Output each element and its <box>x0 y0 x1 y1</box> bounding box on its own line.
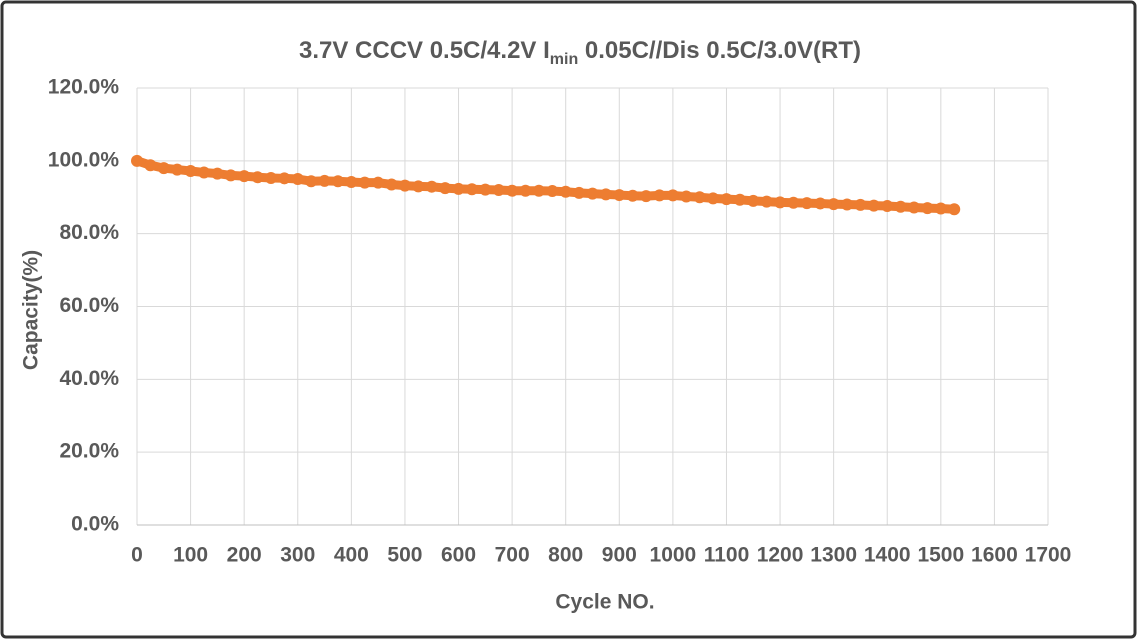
y-tick-label: 20.0% <box>59 440 119 463</box>
x-tick-label: 1600 <box>971 544 1018 567</box>
data-point <box>867 199 880 212</box>
data-point <box>197 166 210 179</box>
y-tick-label: 60.0% <box>59 294 119 317</box>
data-point <box>519 184 532 197</box>
data-point <box>573 186 586 199</box>
data-point <box>626 189 639 202</box>
y-tick-label: 120.0% <box>48 76 120 99</box>
y-tick-label: 0.0% <box>71 513 119 536</box>
data-point <box>653 189 666 202</box>
data-point <box>372 176 385 189</box>
x-tick-label: 1300 <box>810 544 857 567</box>
y-tick-label: 40.0% <box>59 367 119 390</box>
data-point <box>666 189 679 202</box>
data-point <box>908 201 921 214</box>
data-point <box>479 183 492 196</box>
x-tick-label: 600 <box>441 544 476 567</box>
x-axis-title: Cycle NO. <box>555 591 654 614</box>
data-point <box>157 162 170 175</box>
data-point <box>921 202 934 215</box>
x-tick-label: 700 <box>495 544 530 567</box>
title-main: 3.7V CCCV 0.5C/4.2V I <box>299 37 550 64</box>
data-point <box>439 182 452 195</box>
data-point <box>934 202 947 215</box>
data-point <box>318 174 331 187</box>
data-point <box>251 171 264 184</box>
x-tick-label: 1700 <box>1025 544 1072 567</box>
data-point <box>680 190 693 203</box>
y-tick-label: 100.0% <box>48 148 120 171</box>
data-point <box>800 197 813 210</box>
data-point <box>881 199 894 212</box>
data-point <box>894 200 907 213</box>
data-point <box>291 173 304 186</box>
data-point <box>814 197 827 210</box>
data-point <box>465 183 478 196</box>
x-tick-label: 500 <box>387 544 422 567</box>
data-point <box>787 196 800 209</box>
data-point <box>425 180 438 193</box>
x-tick-label: 1500 <box>917 544 964 567</box>
data-point <box>492 183 505 196</box>
data-point <box>385 178 398 191</box>
y-tick-label: 80.0% <box>59 221 119 244</box>
data-point <box>211 167 224 180</box>
data-point <box>278 172 291 185</box>
data-point <box>948 203 961 216</box>
x-tick-label: 0 <box>131 544 143 567</box>
chart-title: 3.7V CCCV 0.5C/4.2V Imin 0.05C//Dis 0.5C… <box>299 37 861 68</box>
data-point <box>224 169 237 182</box>
data-point <box>171 163 184 176</box>
data-point <box>586 187 599 200</box>
data-point <box>358 176 371 189</box>
data-point <box>841 198 854 211</box>
data-point <box>559 185 572 198</box>
data-point <box>412 180 425 193</box>
data-point <box>747 194 760 207</box>
data-point <box>733 193 746 206</box>
x-tick-label: 100 <box>173 544 208 567</box>
data-point <box>693 191 706 204</box>
x-tick-label: 800 <box>548 544 583 567</box>
x-tick-label: 1000 <box>650 544 697 567</box>
data-point <box>131 154 143 167</box>
data-point <box>774 196 787 209</box>
data-point <box>264 171 277 184</box>
y-axis-title: Capacity(%) <box>20 250 43 370</box>
data-point <box>184 165 197 178</box>
data-point <box>238 170 251 183</box>
data-point <box>144 159 157 172</box>
data-point <box>345 175 358 188</box>
data-point <box>827 198 840 211</box>
x-tick-label: 1100 <box>704 544 750 567</box>
x-tick-label: 1200 <box>757 544 804 567</box>
data-point <box>854 198 867 211</box>
x-tick-label: 900 <box>602 544 637 567</box>
data-point <box>707 192 720 205</box>
title-subscript: min <box>550 51 578 68</box>
title-rest: 0.05C//Dis 0.5C/3.0V(RT) <box>578 37 861 64</box>
data-point <box>331 175 344 188</box>
data-point <box>599 188 612 201</box>
data-point <box>532 184 545 197</box>
data-point <box>613 189 626 202</box>
data-point <box>398 179 411 192</box>
x-tick-label: 200 <box>227 544 262 567</box>
data-point <box>305 175 318 188</box>
x-tick-label: 300 <box>280 544 315 567</box>
data-point <box>506 184 519 197</box>
data-point <box>720 193 733 206</box>
data-point <box>452 182 465 195</box>
data-point <box>546 185 559 198</box>
x-tick-label: 1400 <box>864 544 911 567</box>
data-point <box>760 195 773 208</box>
data-point <box>640 190 653 203</box>
x-tick-label: 400 <box>334 544 369 567</box>
